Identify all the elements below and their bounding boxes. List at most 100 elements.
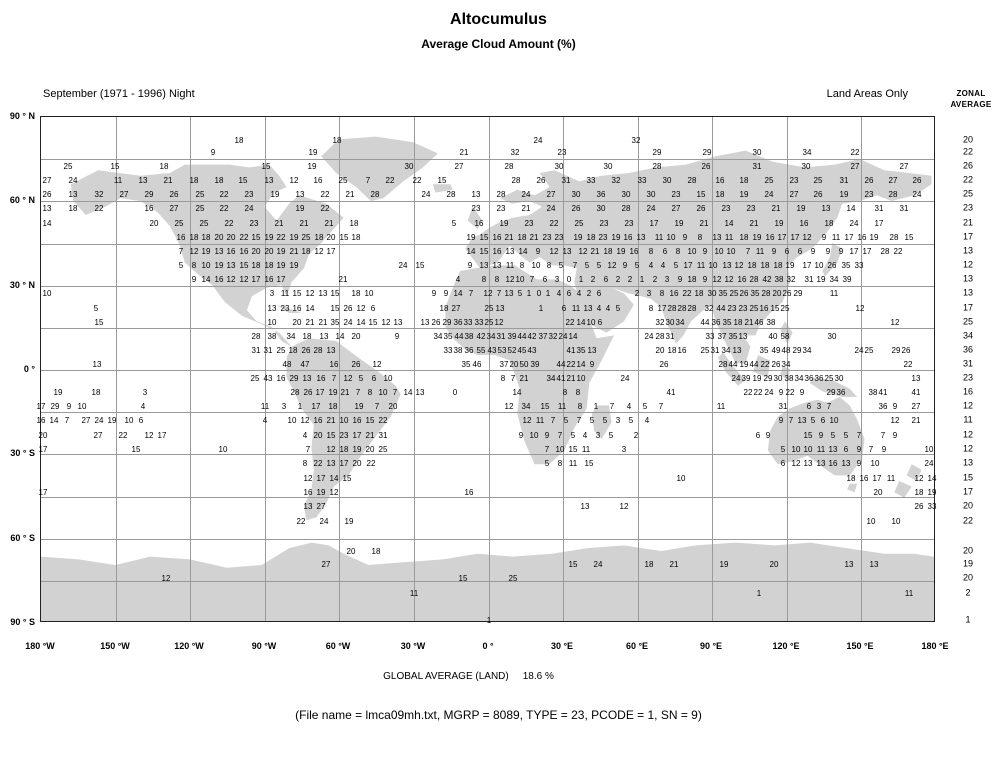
grid-value: 23: [557, 148, 567, 157]
grid-value: 13: [816, 459, 826, 468]
grid-value: 16: [492, 247, 502, 256]
grid-value: 48: [282, 360, 292, 369]
grid-value: 23: [471, 204, 481, 213]
grid-value: 21: [521, 204, 531, 213]
grid-value: 19: [739, 190, 749, 199]
grid-value: 20: [655, 346, 665, 355]
grid-value: 9: [810, 247, 816, 256]
grid-value: 27: [888, 176, 898, 185]
grid-value: 21: [749, 219, 759, 228]
grid-value: 23: [554, 233, 564, 242]
grid-value: 28: [749, 275, 759, 284]
grid-value: 20: [365, 445, 375, 454]
grid-value: 22: [743, 388, 753, 397]
grid-value: 21: [744, 318, 754, 327]
grid-value: 12: [226, 275, 236, 284]
grid-value: 7: [868, 445, 874, 454]
grid-value: 17: [657, 304, 667, 313]
grid-value: 30: [571, 190, 581, 199]
grid-value: 20: [292, 318, 302, 327]
grid-value: 24: [731, 374, 741, 383]
grid-value: 34: [794, 374, 804, 383]
grid-value: 1: [538, 304, 544, 313]
grid-value: 13: [295, 190, 305, 199]
longitude-tick-label: 120 °E: [772, 641, 800, 651]
grid-value: 20: [873, 488, 883, 497]
grid-value: 30: [665, 318, 675, 327]
grid-value: 34: [802, 148, 812, 157]
grid-value: 16: [765, 233, 775, 242]
grid-value: 12: [504, 402, 514, 411]
grid-value: 12: [494, 318, 504, 327]
grid-value: 22: [224, 219, 234, 228]
grid-value: 7: [365, 176, 371, 185]
grid-value: 26: [659, 360, 669, 369]
grid-value: 27: [119, 190, 129, 199]
grid-value: 13: [821, 204, 831, 213]
grid-value: 21: [590, 247, 600, 256]
grid-value: 17: [316, 474, 326, 483]
grid-value: 19: [816, 275, 826, 284]
grid-value: 16: [352, 416, 362, 425]
grid-value: 28: [621, 204, 631, 213]
british-isles-island: [467, 206, 483, 230]
grid-value: 18: [288, 346, 298, 355]
grid-value: 4: [644, 416, 650, 425]
grid-value: 21: [274, 219, 284, 228]
grid-value: 28: [370, 190, 380, 199]
grid-value: 20: [226, 233, 236, 242]
grid-value: 17: [872, 474, 882, 483]
grid-value: 24: [94, 416, 104, 425]
latitude-gridline: [41, 370, 934, 371]
grid-value: 10: [891, 517, 901, 526]
grid-value: 22: [378, 416, 388, 425]
grid-value: 20: [769, 560, 779, 569]
grid-value: 43: [263, 374, 273, 383]
tasmania-island: [847, 483, 858, 493]
grid-value: 32: [655, 318, 665, 327]
grid-value: 15: [568, 445, 578, 454]
zonal-average-value: 19: [962, 558, 974, 569]
grid-value: 9: [771, 247, 777, 256]
africa-landmass: [445, 265, 615, 465]
grid-value: 9: [892, 431, 898, 440]
period-label: September (1971 - 1996) Night: [43, 88, 195, 100]
grid-value: 40: [768, 332, 778, 341]
grid-value: 36: [464, 346, 474, 355]
grid-value: 10: [676, 474, 686, 483]
philippines-islands: [780, 321, 793, 344]
grid-value: 12: [483, 289, 493, 298]
grid-value: 6: [138, 416, 144, 425]
zonal-average-header-line1: ZONAL: [956, 89, 986, 98]
grid-value: 9: [838, 247, 844, 256]
zonal-average-value: 2: [965, 587, 971, 598]
grid-value: 16: [313, 416, 323, 425]
grid-value: 15: [239, 261, 249, 270]
grid-value: 17: [802, 261, 812, 270]
grid-value: 2: [634, 289, 640, 298]
grid-value: 1: [526, 289, 532, 298]
grid-value: 31: [561, 176, 571, 185]
grid-value: 7: [576, 416, 582, 425]
grid-value: 41: [566, 346, 576, 355]
grid-value: 19: [289, 233, 299, 242]
grid-value: 18: [760, 261, 770, 270]
grid-value: 13: [583, 304, 593, 313]
grid-value: 22: [313, 459, 323, 468]
grid-value: 22: [94, 204, 104, 213]
grid-value: 5: [358, 374, 364, 383]
grid-value: 19: [264, 233, 274, 242]
zonal-average-value: 20: [962, 572, 974, 583]
grid-value: 13: [732, 346, 742, 355]
grid-value: 6: [784, 247, 790, 256]
grid-value: 14: [518, 247, 528, 256]
grid-value: 19: [328, 388, 338, 397]
grid-value: 4: [455, 275, 461, 284]
grid-value: 27: [169, 204, 179, 213]
grid-value: 36: [453, 318, 463, 327]
grid-value: 5: [93, 304, 99, 313]
grid-value: 9: [825, 247, 831, 256]
grid-value: 18: [214, 176, 224, 185]
grid-value: 9: [799, 388, 805, 397]
grid-value: 23: [746, 204, 756, 213]
